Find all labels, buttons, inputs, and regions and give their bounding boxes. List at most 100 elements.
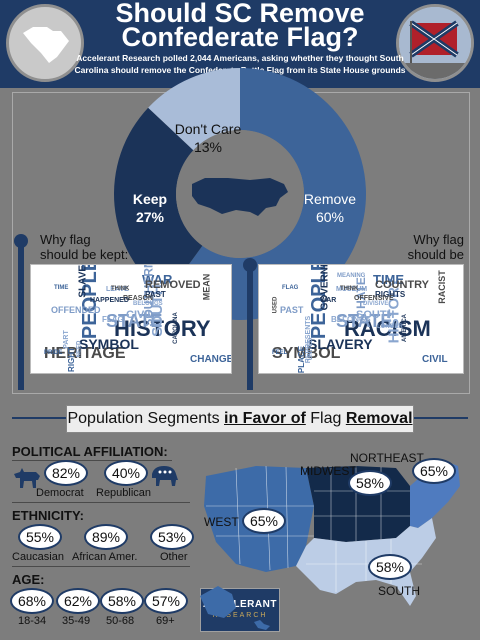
cloud-word: BELONGS [331, 315, 371, 324]
cloud-word: PRIDE [44, 350, 63, 356]
subtitle: Accelerant Research polled 2,044 America… [70, 52, 410, 76]
cloud-word: FLAG [282, 285, 299, 291]
cloud-word: HAPPENED [90, 297, 129, 304]
age-35-49-value: 62% [56, 588, 100, 614]
cloud-word: UNITED [308, 337, 315, 361]
slice-label-keep-name: Keep [132, 191, 168, 207]
cloud-word: FEEL [272, 350, 288, 356]
cloud-word: HERITAGE [44, 345, 126, 362]
kept-pointer-dot [14, 234, 28, 248]
region-value-northeast: 65% [412, 458, 456, 484]
cloud-word: LEAVE [106, 286, 129, 293]
cloud-word: RACIST [436, 270, 447, 304]
cloud-word: OFFENSIVE [354, 295, 394, 302]
why-kept-title-line1: Why flag [40, 232, 91, 247]
removed-pointer-bar [247, 264, 253, 390]
slice-label-remove: Remove 60% [295, 190, 365, 226]
cloud-word: CIVIL [422, 354, 448, 365]
why-kept-word-cloud: HISTORY PEOPLE STATE HERITAGE SOUTH SYMBOL WAR… [30, 264, 232, 374]
cloud-word: SYMBOL [272, 345, 341, 362]
democrat-value: 82% [44, 460, 88, 486]
cloud-word: TIME [54, 285, 69, 291]
cloud-word: FLAG [102, 315, 124, 324]
cloud-word: PART [62, 330, 70, 349]
region-label-northeast: NORTHEAST [350, 451, 424, 465]
cloud-word: MEANING [337, 273, 366, 279]
cloud-word: REASON [123, 295, 153, 302]
republican-label: Republican [96, 487, 152, 499]
cloud-word: SOUTH [356, 309, 395, 321]
cloud-word: COUNTRY [375, 279, 429, 291]
age-69-plus-value: 57% [144, 588, 188, 614]
cloud-word: SLAVERY [77, 264, 89, 298]
region-value-west: 65% [242, 508, 286, 534]
ethnicity-heading: ETHNICITY: [12, 508, 84, 523]
elephant-icon [148, 464, 180, 495]
cloud-word: OFFENDED [51, 305, 101, 315]
region-label-midwest: MIDWEST [300, 464, 357, 478]
cloud-word: REMOVED [145, 279, 201, 291]
cloud-word: RIGHTS [375, 290, 406, 299]
why-kept-title-line2: should be kept: [40, 247, 129, 262]
democrat-label: Democrat [36, 487, 84, 499]
region-label-south: SOUTH [378, 584, 420, 598]
cloud-word: PAST [280, 305, 304, 315]
slice-label-dont-care: Don't Care 13% [160, 120, 256, 156]
slice-label-remove-value: 60% [315, 209, 345, 225]
subtitle-line2: Carolina should remove the Confederate B… [74, 65, 406, 75]
why-kept-title: Why flag should be kept: [40, 232, 128, 262]
slice-label-keep: Keep 27% [120, 190, 180, 226]
cloud-word: SLAVERY [308, 336, 373, 352]
slice-label-remove-name: Remove [303, 191, 357, 207]
logo-line2: RESEARCH [212, 612, 268, 619]
donkey-icon [12, 466, 42, 495]
caucasian-value: 55% [18, 524, 62, 550]
cloud-word: SYMBOL [79, 336, 139, 352]
kept-pointer-bar [18, 240, 24, 390]
page-title-line2: Confederate Flag? [121, 22, 359, 52]
cloud-word: HISTORY [114, 316, 211, 341]
republican-value: 40% [104, 460, 148, 486]
other-value: 53% [150, 524, 194, 550]
cloud-word: BELONGS [133, 301, 163, 307]
cloud-word: DIVISIVE [363, 301, 389, 307]
cloud-word: RIGHT [66, 347, 76, 372]
slice-label-keep-value: 27% [135, 209, 165, 225]
cloud-word: NEED [76, 340, 83, 358]
cloud-word: WAR [142, 272, 173, 287]
segments-title-part3: Flag [305, 410, 346, 427]
slice-label-dont-care-name: Don't Care [174, 121, 242, 137]
age-18-34-label: 18-34 [18, 615, 47, 627]
cloud-word: CAROLINA [172, 312, 179, 344]
cloud-word: CIVIL [126, 309, 155, 321]
political-underline [12, 460, 172, 461]
alaska-shape [200, 586, 236, 618]
african-american-label: African Amer. [72, 551, 138, 563]
age-heading: AGE: [12, 572, 45, 587]
confederate-flag-photo [396, 4, 474, 82]
accelerant-research-logo: ACCELERANT RESEARCH [200, 588, 280, 632]
why-removed-word-cloud: RACISM PEOPLE STATE SYMBOL HISTORY SLAVERY TIM… [258, 264, 464, 374]
cloud-word: MUSEUM [336, 286, 368, 293]
caucasian-label: Caucasian [12, 551, 64, 563]
slice-label-dont-care-value: 13% [193, 139, 223, 155]
cloud-word: RACISM [344, 316, 431, 341]
page-title-line1: Should SC Remove [115, 0, 365, 28]
age-50-68-label: 50-68 [106, 615, 135, 627]
cloud-word: THINK [340, 286, 359, 292]
subtitle-line1: Accelerant Research polled 2,044 America… [76, 53, 404, 63]
cloud-word: THINK [111, 286, 130, 292]
cloud-word: CHANGE [190, 354, 232, 365]
other-label: Other [160, 551, 188, 563]
segments-title-part1: Population Segments [67, 410, 225, 427]
age-50-68-value: 58% [100, 588, 144, 614]
segments-title-part2: in Favor of [224, 410, 306, 427]
political-affiliation-heading: POLITICAL AFFILIATION: [12, 444, 168, 459]
age-18-34-value: 68% [10, 588, 54, 614]
hawaii-shape [254, 620, 270, 630]
cloud-word: LONGER [377, 324, 403, 330]
political-divider [12, 502, 190, 503]
age-35-49-label: 35-49 [62, 615, 91, 627]
region-value-midwest: 58% [348, 470, 392, 496]
cloud-word: TIME [373, 272, 405, 287]
